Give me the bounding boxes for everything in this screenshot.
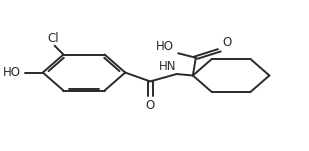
Text: Cl: Cl [47,32,59,45]
Text: O: O [146,99,155,112]
Text: HO: HO [3,66,21,79]
Text: O: O [222,36,231,49]
Text: HN: HN [159,59,177,72]
Text: HO: HO [156,40,174,53]
